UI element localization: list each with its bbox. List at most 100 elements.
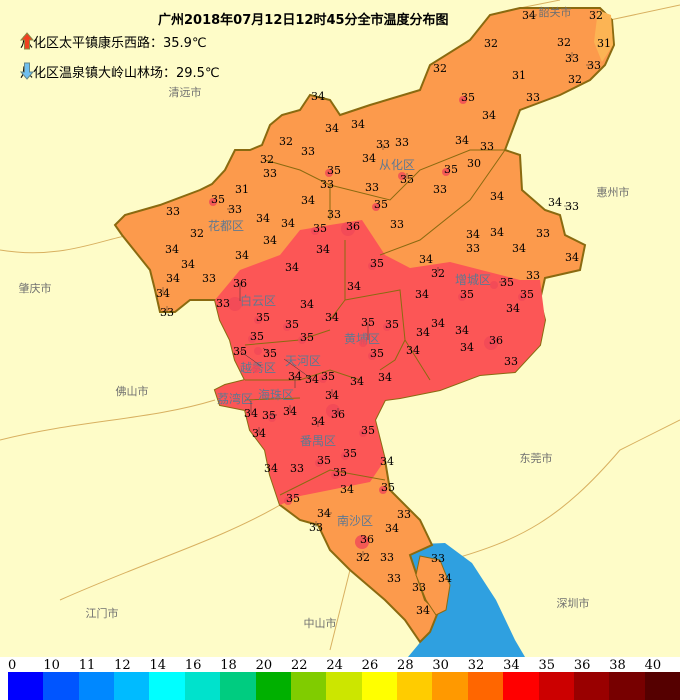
station-temperature: 34	[455, 324, 469, 337]
station-temperature: 35	[370, 257, 384, 270]
neighbor-city-label: 韶关市	[539, 5, 572, 19]
hot-spot-marker	[319, 375, 327, 383]
station-temperature: 35	[370, 347, 384, 360]
hot-spot-marker	[398, 172, 406, 180]
station-temperature: 33	[301, 145, 315, 158]
district-label: 番禺区	[300, 434, 336, 448]
station-temperature: 30	[467, 157, 481, 170]
legend-swatch	[609, 672, 646, 700]
station-temperature: 33	[526, 269, 540, 282]
max-temp-note: 从化区太平镇康乐西路：35.9℃	[20, 32, 207, 51]
station-temperature: 35	[461, 91, 475, 104]
station-temperature: 35	[374, 198, 388, 211]
station-temperature: 34	[406, 344, 420, 357]
station-temperature: 33	[565, 52, 579, 65]
neighbor-city-label: 江门市	[86, 606, 119, 620]
color-legend: 0 10 11 12 14 16 18 20 22 24 26 28 30 32 34 35 36 38 40	[0, 657, 680, 700]
hot-spot-marker	[311, 227, 319, 235]
station-temperature: 32	[279, 135, 293, 148]
mild-zone	[594, 10, 613, 62]
legend-swatch	[114, 672, 150, 700]
legend-swatch	[467, 672, 504, 700]
district-label: 从化区	[379, 158, 415, 172]
min-temp-note: 从化区温泉镇大岭山林场：29.5℃	[20, 62, 220, 81]
hot-zone	[215, 220, 545, 505]
station-temperature: 34	[506, 302, 520, 315]
station-temperature: 33	[327, 208, 341, 221]
hot-spot-marker	[359, 429, 367, 437]
hot-spot-marker	[484, 336, 498, 350]
station-temperature: 32	[356, 551, 370, 564]
station-temperature: 32	[484, 37, 498, 50]
neighbor-city-label: 中山市	[304, 616, 337, 630]
station-temperature: 34	[482, 109, 496, 122]
station-temperature: 33	[216, 297, 230, 310]
station-temperature: 33	[587, 59, 601, 72]
neighbor-city-label: 肇庆市	[19, 281, 52, 295]
station-temperature: 34	[419, 253, 433, 266]
hot-spot-marker	[518, 293, 526, 301]
station-temperature: 35	[286, 492, 300, 505]
station-temperature: 35	[381, 481, 395, 494]
station-temperature: 33	[202, 272, 216, 285]
legend-label: 11	[78, 658, 96, 673]
hot-spot-marker	[331, 471, 339, 479]
legend-swatch	[78, 672, 115, 700]
station-temperature: 34	[565, 251, 579, 264]
station-temperature: 35	[444, 163, 458, 176]
station-temperature: 34	[316, 243, 330, 256]
legend-swatch	[397, 672, 433, 700]
station-temperature: 32	[433, 62, 447, 75]
station-temperature: 34	[281, 217, 295, 230]
legend-label: 10	[43, 658, 60, 673]
station-temperature: 33	[412, 581, 426, 594]
station-temperature: 34	[340, 483, 354, 496]
station-temperature: 34	[325, 122, 339, 135]
station-temperature: 34	[522, 9, 536, 22]
station-temperature: 35	[317, 454, 331, 467]
station-temperature: 33	[466, 242, 480, 255]
legend-label: 12	[114, 658, 131, 673]
station-temperature: 34	[490, 226, 504, 239]
station-temperature: 34	[300, 298, 314, 311]
station-temperature: 31	[235, 183, 249, 196]
station-temperature: 34	[415, 288, 429, 301]
legend-label: 22	[290, 658, 308, 673]
hot-spot-marker	[379, 486, 387, 494]
station-temperature: 36	[346, 220, 360, 233]
station-temperature: 31	[512, 69, 526, 82]
station-temperature: 34	[350, 375, 364, 388]
river-island	[415, 555, 451, 616]
station-temperature: 35	[233, 345, 247, 358]
red-up-arrow-icon	[20, 32, 34, 50]
hot-spot-marker	[490, 281, 498, 289]
district-label: 荔湾区	[217, 391, 253, 406]
neighbor-city-label: 东莞市	[520, 451, 553, 465]
hot-spot-marker	[458, 293, 466, 301]
station-temperature: 35	[343, 447, 357, 460]
district-label: 海珠区	[258, 387, 294, 402]
legend-swatch	[644, 672, 680, 700]
station-leader-line	[239, 350, 262, 367]
station-temperature: 34	[256, 212, 270, 225]
station-leader-line	[262, 347, 271, 354]
legend-swatch	[290, 672, 327, 700]
station-temperature: 32	[589, 9, 603, 22]
station-temperature: 33	[387, 572, 401, 585]
hot-spot-marker	[268, 414, 276, 422]
station-temperature: 34	[490, 190, 504, 203]
hot-spot-marker	[248, 335, 256, 343]
hot-spot-marker	[228, 297, 242, 311]
station-temperature: 33	[397, 508, 411, 521]
hot-spot-marker	[209, 198, 217, 206]
district-label: 花都区	[208, 218, 244, 233]
station-temperature: 34	[438, 572, 452, 585]
station-temperature: 36	[331, 408, 345, 421]
legend-label: 14	[149, 658, 167, 673]
station-temperature: 35	[500, 276, 514, 289]
station-temperature: 33	[431, 552, 445, 565]
station-temperature: 33	[380, 551, 394, 564]
station-temperature: 34	[512, 242, 526, 255]
neighbor-city-label: 佛山市	[116, 384, 149, 398]
